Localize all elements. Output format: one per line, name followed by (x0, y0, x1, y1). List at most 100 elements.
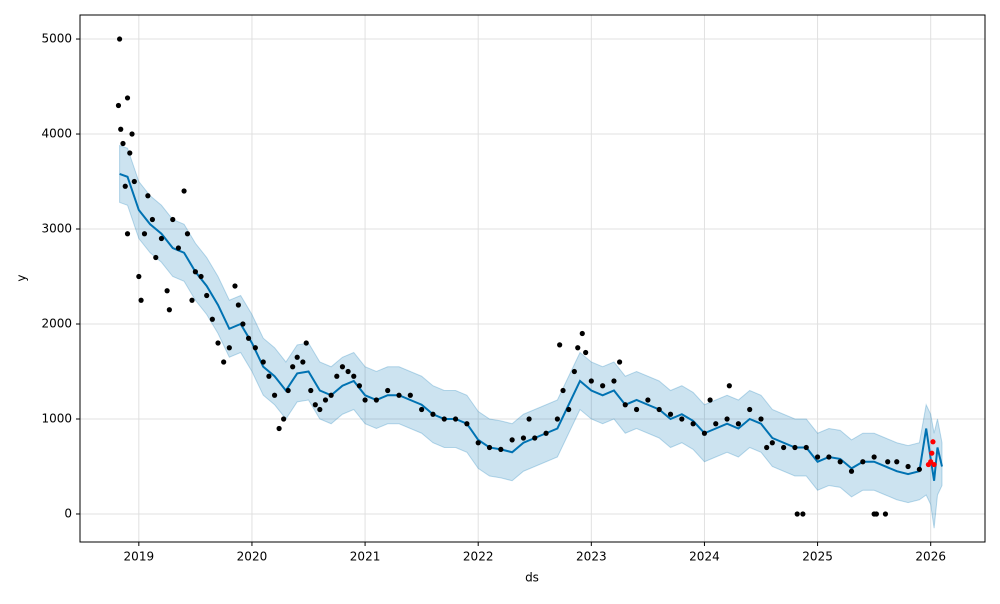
observed-point (192, 269, 198, 275)
observed-point (905, 463, 911, 470)
x-tick-label: 2022 (463, 550, 494, 564)
observed-point (221, 359, 227, 365)
x-tick-label: 2026 (915, 550, 946, 564)
observed-point (800, 511, 806, 517)
observed-point (181, 188, 187, 194)
observed-point (328, 392, 334, 398)
observed-point (312, 402, 318, 408)
observed-point (164, 288, 170, 294)
observed-point (758, 416, 764, 422)
observed-point (260, 359, 266, 365)
observed-point (873, 511, 880, 517)
y-axis-label: y (15, 274, 29, 281)
observed-point (184, 231, 191, 237)
observed-point (667, 411, 674, 417)
observed-point (735, 421, 741, 427)
observed-point (300, 359, 306, 365)
observed-point (116, 36, 123, 42)
observed-point (232, 283, 238, 289)
observed-point (894, 459, 900, 465)
observed-point (486, 444, 493, 451)
observed-point (149, 216, 155, 223)
observed-point (215, 340, 221, 346)
uncertainty-band (119, 144, 943, 529)
x-tick-label: 2025 (802, 550, 833, 564)
observed-point (308, 387, 314, 394)
observed-point (557, 342, 563, 348)
observed-point (571, 368, 577, 375)
observed-point (747, 406, 753, 413)
observed-point (882, 511, 889, 517)
observed-point (373, 397, 379, 403)
observed-point (385, 387, 391, 394)
observed-point (430, 411, 436, 417)
observed-point (526, 416, 532, 422)
y-tick-label: 2000 (41, 316, 72, 330)
observed-point (290, 364, 296, 370)
observed-point (198, 273, 204, 280)
observed-point (235, 302, 241, 308)
observed-point (633, 406, 640, 413)
observed-point (622, 402, 628, 408)
x-axis-label: ds (525, 571, 539, 585)
observed-point (136, 273, 142, 280)
observed-point (713, 421, 719, 427)
observed-point (509, 437, 515, 443)
observed-point (769, 440, 775, 446)
observed-point (916, 466, 922, 472)
observed-point (175, 245, 182, 251)
observed-point (145, 193, 151, 199)
y-tick-label: 1000 (41, 411, 72, 425)
observed-point (276, 425, 282, 432)
test-point (929, 450, 935, 456)
observed-point (345, 368, 351, 375)
observed-point (138, 297, 144, 303)
x-tick-label: 2019 (124, 550, 155, 564)
observed-point (252, 345, 258, 351)
observed-point (583, 349, 589, 356)
observed-point (724, 416, 730, 422)
observed-point (588, 378, 594, 384)
observed-point (464, 421, 470, 427)
observed-point (170, 216, 176, 223)
observed-point (129, 131, 135, 137)
observed-point (656, 406, 662, 413)
x-tick-label: 2020 (237, 550, 268, 564)
observed-point (611, 378, 617, 384)
x-tick-label: 2021 (350, 550, 381, 564)
observed-point (560, 387, 566, 394)
observed-point (226, 345, 232, 351)
observed-point (781, 444, 787, 451)
test-point (930, 439, 936, 445)
observed-point (294, 354, 300, 360)
observed-point (679, 416, 685, 422)
observed-point (579, 330, 585, 337)
x-tick-label: 2024 (689, 550, 720, 564)
observed-point (707, 397, 713, 403)
observed-point (204, 292, 210, 299)
observed-point (690, 421, 696, 427)
observed-point (322, 397, 329, 403)
observed-point (189, 297, 195, 303)
observed-point (245, 335, 252, 341)
observed-point (141, 231, 148, 237)
test-point (928, 459, 934, 465)
y-tick-label: 3000 (41, 222, 72, 236)
observed-point (209, 316, 215, 322)
observed-point (543, 430, 549, 436)
observed-point (153, 254, 159, 261)
observed-point (498, 446, 504, 452)
observed-point (281, 416, 287, 422)
y-tick-label: 4000 (41, 127, 72, 141)
observed-point (351, 373, 357, 379)
observed-point (124, 95, 131, 101)
y-tick-label: 5000 (41, 32, 72, 46)
observed-point (860, 459, 866, 465)
observed-point (285, 387, 291, 394)
observed-point (362, 397, 368, 403)
observed-point (271, 392, 278, 398)
observed-point (701, 430, 708, 436)
observed-point (124, 231, 131, 237)
observed-point (317, 406, 323, 413)
